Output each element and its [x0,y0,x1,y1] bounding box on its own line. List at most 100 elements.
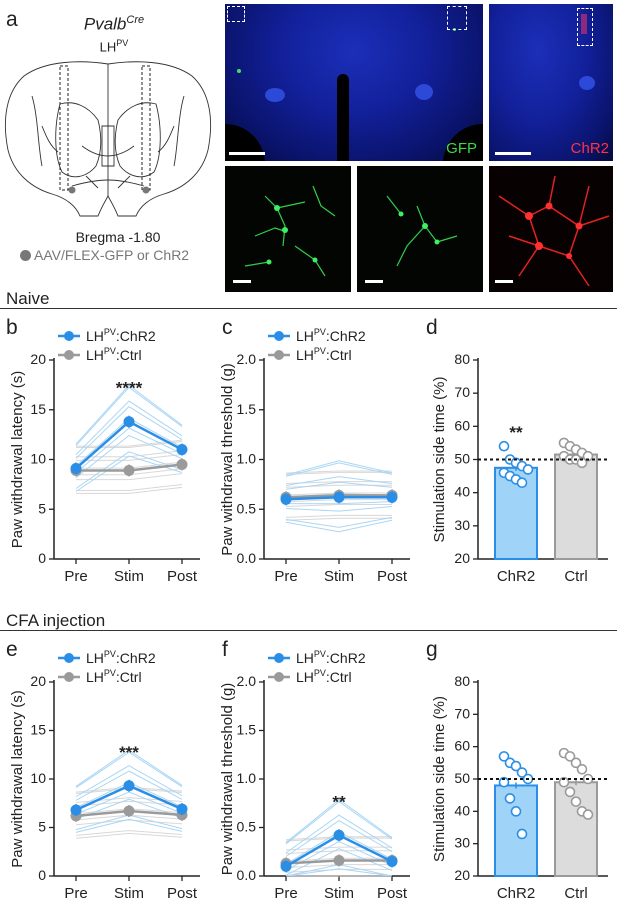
y-tick-label: 0 [38,867,46,883]
section-naive: Naive [6,289,50,308]
individual-line [75,749,183,787]
y-axis-label: Stimulation side time (%) [431,377,448,543]
y-tick-label: 50 [454,451,470,467]
individual-line [285,519,393,533]
y-tick-label: 5 [38,500,46,516]
chart-d: 20 30 40 50 60 70 80 Stimulation side time (%) C… [431,351,608,585]
individual-line [285,868,393,877]
zoom-box-left [227,6,245,22]
injection-label: AAV/FLEX-GFP or ChR2 [20,247,189,263]
panel-letter-b: b [6,316,18,339]
individual-line [76,439,183,447]
individual-point [498,751,510,762]
individual-line [76,453,183,461]
legend-label-ctrl: LHPV:Ctrl [86,668,142,685]
individual-point [564,786,576,798]
legend-marker [64,331,74,341]
bar [554,781,598,878]
data-point [280,493,292,505]
legend-marker [64,672,74,682]
y-tick-label: 0.0 [237,550,257,566]
y-tick-label: 50 [454,770,470,786]
y-axis-label: Paw withdrawal latency (s) [9,690,26,868]
y-tick-label: 10 [30,451,46,467]
data-point [123,780,135,792]
y-tick-label: 15 [30,401,46,417]
bar [494,784,538,877]
bar [554,453,598,560]
significance-marker: *** [119,743,139,762]
y-tick-label: 80 [454,351,470,367]
scale-bar [229,152,265,155]
individual-point [498,440,510,452]
legend-label-ctrl: LHPV:Ctrl [86,346,142,363]
x-tick-label: Post [167,568,198,585]
x-tick-label: Ctrl [564,885,587,902]
data-point [386,491,398,503]
legend-marker [274,653,284,663]
y-tick-label: 70 [454,384,470,400]
individual-line [285,516,393,528]
scale-bar [233,280,251,283]
individual-line [75,751,183,789]
individual-point [576,457,588,469]
genotype-label: PvalbCre [83,14,145,34]
y-axis-label: Paw withdrawal threshold (g) [219,363,236,556]
y-tick-label: 0 [38,550,46,566]
legend-label-chr2: LHPV:ChR2 [86,649,156,666]
region-label: LHPV [99,38,129,55]
individual-line [76,484,183,492]
x-tick-label: Pre [64,885,87,902]
scale-bar [495,152,531,155]
gfp-label: GFP [446,140,477,157]
data-point [176,444,188,456]
y-tick-label: 80 [454,673,470,689]
individual-line [76,441,183,449]
panel-letter-f: f [222,638,228,661]
individual-line [76,486,183,494]
divider [0,630,617,631]
y-axis-label: Paw withdrawal latency (s) [9,371,26,549]
individual-line [285,471,392,475]
individual-line [75,791,183,815]
divider [0,308,617,309]
data-point [70,804,82,816]
individual-line [285,868,392,873]
individual-line [75,400,183,456]
individual-line [285,476,393,487]
x-tick-label: Stim [114,885,144,902]
micrograph-chr2-overview: ChR2 [489,4,613,161]
y-axis-label: Stimulation side time (%) [431,696,448,862]
zoom-box-right [447,6,467,30]
zoom-box-chr2 [577,8,593,46]
individual-point [570,757,582,769]
individual-line [285,514,392,518]
individual-line [75,406,183,459]
individual-line [75,800,183,807]
x-tick-label: Stim [114,568,144,585]
x-tick-label: Post [167,885,198,902]
panel-f: f 0.0 0.5 1.0 1.5 2.0 Paw withdrawal threshol… [210,636,420,918]
individual-point [498,776,510,788]
individual-line [75,832,183,839]
y-tick-label: 40 [454,484,470,500]
y-tick-label: 1.0 [237,451,257,467]
individual-point [576,764,588,775]
individual-point [504,793,516,804]
legend-marker [274,331,284,341]
data-point [123,464,135,476]
panel-letter-c: c [222,316,233,339]
y-tick-label: 0.5 [237,819,257,835]
legend-marker [64,653,74,663]
data-point [386,855,398,867]
panel-e: e 0 5 10 15 20 Paw withdrawal latency (s) Pre S… [0,636,210,918]
x-tick-label: ChR2 [497,568,535,585]
individual-line [285,850,392,855]
individual-point [516,767,528,778]
legend-marker [274,672,284,682]
y-axis-label: Paw withdrawal threshold (g) [219,683,236,876]
y-tick-label: 20 [454,867,470,883]
